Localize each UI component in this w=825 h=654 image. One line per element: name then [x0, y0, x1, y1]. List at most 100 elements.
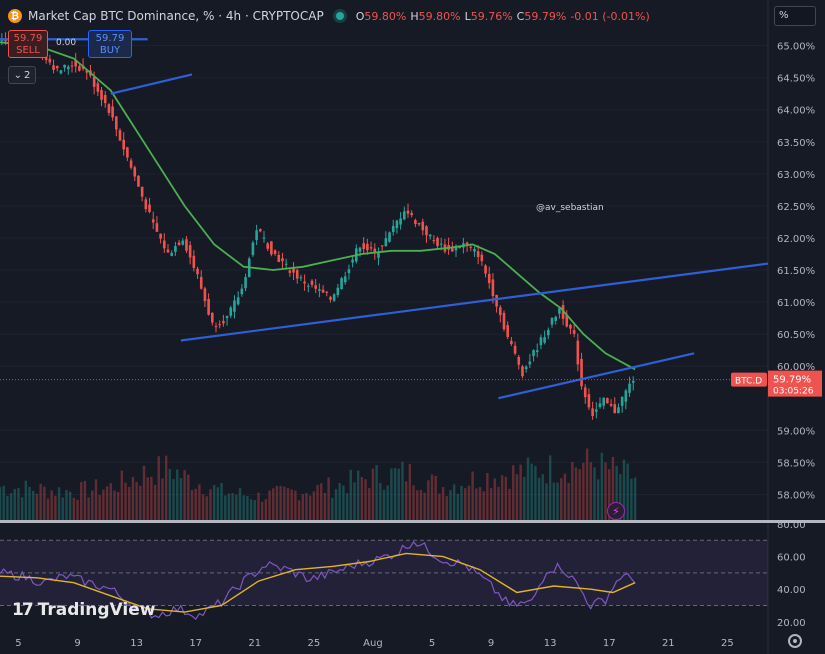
volume-bar	[80, 482, 83, 520]
indicators-toggle-button[interactable]: ⌄ 2	[8, 66, 36, 84]
volume-bar	[201, 494, 205, 520]
candle-body	[484, 265, 487, 274]
volume-bar	[2, 485, 5, 520]
price-tick-label: 63.00%	[777, 170, 815, 181]
volume-bar	[68, 491, 72, 520]
rsi-tick-label: 40.00	[777, 585, 806, 596]
candle-body	[580, 358, 583, 387]
ohlc-value: 59.80%	[418, 9, 461, 23]
rsi-ma-line	[0, 552, 636, 613]
pane-separator	[0, 520, 825, 523]
time-tick-label: 5	[15, 638, 21, 649]
price-tick-label: 58.00%	[777, 490, 815, 501]
candle-body	[332, 294, 336, 301]
volume-bar	[596, 479, 600, 520]
volume-bar	[338, 483, 341, 520]
volume-bar	[231, 493, 234, 520]
trendline-upper-channel	[180, 262, 769, 342]
volume-bar	[393, 468, 397, 520]
candle-body	[473, 248, 476, 252]
candle-body	[55, 66, 59, 69]
volume-bar	[279, 486, 282, 520]
volume-bar	[563, 473, 567, 520]
candle-body	[535, 350, 539, 352]
volume-bar	[593, 467, 596, 520]
candle-body	[0, 40, 4, 42]
symbol-title[interactable]: Market Cap BTC Dominance, % · 4h · CRYPT…	[28, 9, 324, 23]
candle-body	[115, 116, 118, 130]
volume-bar	[128, 486, 131, 520]
sell-button[interactable]: 59.79 SELL	[8, 30, 48, 58]
ohlc-key: L	[464, 9, 471, 23]
volume-bar	[198, 484, 201, 520]
candle-body	[321, 289, 325, 293]
candle-body	[133, 167, 137, 177]
volume-bar	[87, 497, 90, 520]
volume-bar	[0, 487, 2, 520]
volume-bar	[541, 474, 544, 520]
gear-icon[interactable]	[788, 634, 802, 648]
candle-body	[255, 230, 258, 241]
volume-bar	[452, 484, 456, 520]
candle-body	[129, 160, 133, 168]
volume-bar	[54, 495, 57, 520]
volume-bar	[312, 491, 316, 520]
volume-bar	[486, 472, 489, 520]
volume-bar	[482, 491, 485, 520]
candle-body	[403, 211, 406, 220]
volume-bar	[571, 462, 574, 520]
candle-body	[617, 407, 620, 414]
candle-body	[624, 390, 628, 402]
candle-body	[288, 270, 292, 273]
volume-bar	[91, 490, 94, 520]
volume-bar	[268, 490, 271, 520]
tradingview-wordmark: TradingView	[37, 600, 156, 620]
candle-body	[273, 250, 277, 254]
volume-bar	[456, 493, 460, 520]
sell-label: SELL	[16, 45, 40, 56]
candle-body	[100, 89, 103, 100]
price-tick-label: 60.50%	[777, 330, 815, 341]
candle-body	[137, 175, 140, 187]
ohlc-item: -0.01 (-0.01%)	[570, 10, 649, 23]
candle-body	[281, 258, 284, 262]
ohlc-item: O59.80%	[356, 10, 407, 23]
volume-bar	[297, 500, 301, 520]
lightning-icon[interactable]: ⚡	[607, 502, 625, 520]
volume-bar	[578, 469, 581, 520]
volume-bar	[626, 463, 629, 520]
author-watermark: @av_sebastian	[536, 203, 604, 213]
candle-body	[620, 396, 624, 406]
volume-bar	[294, 490, 297, 520]
candle-body	[366, 243, 369, 251]
buy-button[interactable]: 59.79 BUY	[88, 30, 132, 58]
candle-body	[122, 139, 125, 150]
volume-bar	[102, 489, 105, 520]
candle-body	[595, 409, 598, 412]
candle-body	[259, 229, 262, 232]
candle-body	[192, 255, 196, 268]
volume-bar	[305, 493, 308, 520]
candle-body	[543, 337, 546, 343]
volume-bar	[224, 495, 227, 520]
volume-bar	[6, 495, 9, 520]
candle-body	[163, 240, 166, 249]
time-tick-label: 9	[74, 638, 80, 649]
volume-bar	[272, 488, 275, 520]
volume-bar	[194, 488, 197, 520]
candle-body	[377, 252, 380, 258]
volume-bar	[630, 478, 633, 520]
volume-bar	[419, 490, 423, 520]
candle-body	[244, 277, 247, 289]
price-tick-label: 61.50%	[777, 266, 815, 277]
candle-body	[558, 308, 561, 314]
chart-header: ₿ Market Cap BTC Dominance, % · 4h · CRY…	[8, 6, 650, 26]
volume-bar	[316, 484, 319, 520]
unit-selector[interactable]: %	[774, 6, 816, 26]
candle-body	[369, 247, 373, 249]
volume-bar	[582, 462, 585, 520]
candle-body	[451, 247, 454, 252]
volume-bar	[622, 459, 626, 520]
candle-body	[78, 66, 81, 71]
